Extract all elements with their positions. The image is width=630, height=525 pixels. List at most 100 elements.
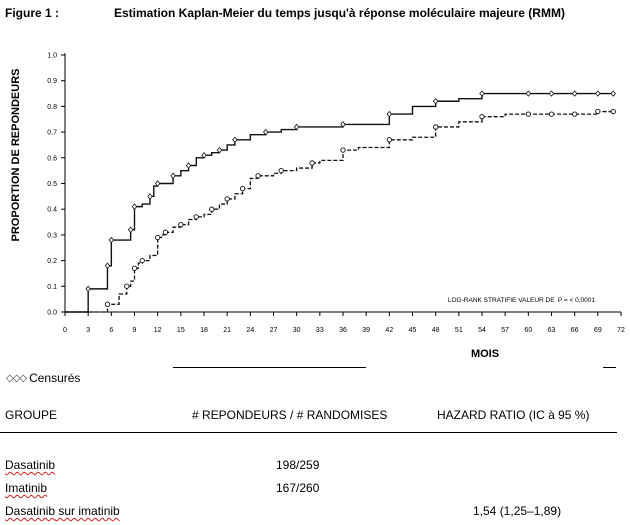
censor-marker [255,173,261,179]
censor-marker [85,285,91,293]
divider-rule [173,367,366,368]
censor-marker [293,123,300,131]
censor-marker [104,301,111,307]
series-dashed-line [65,110,614,313]
table-row-comparison-group: Dasatinib sur imatinib [5,504,120,518]
y-tick-label: 1.0 [47,53,57,60]
y-axis-label-wrap: PROPORTION DE REPONDEURS [8,30,24,280]
censor-marker [479,114,485,120]
censor-marker [131,203,138,210]
x-tick-label: 72 [617,327,625,334]
table-header-group: GROUPE [5,408,58,422]
x-tick-label: 18 [200,327,208,334]
x-tick-label: 45 [409,327,417,334]
table-row-imatinib-responders: 167/260 [276,481,320,495]
y-tick-label: 0.9 [47,78,57,85]
censor-marker [263,128,269,136]
censor-marker [185,162,192,169]
censor-marker [278,167,284,174]
censor-marker [170,172,176,180]
y-tick-label: 0.1 [47,284,57,291]
y-tick-label: 0.8 [47,104,57,111]
x-tick-label: 24 [246,327,254,334]
x-tick-label: 3 [86,327,90,334]
x-tick-label: 51 [455,327,463,334]
censor-marker [127,226,134,233]
censored-legend-label: Censurés [29,371,81,385]
censor-marker [232,136,238,144]
censor-marker [155,234,161,241]
x-tick-label: 12 [154,327,162,334]
x-tick-label: 15 [177,327,185,334]
table-header-responders: # REPONDEURS / # RANDOMISES [192,408,388,422]
x-tick-label: 42 [385,327,393,334]
x-tick-label: 69 [594,327,602,334]
table-header-hazard-ratio: HAZARD RATIO (IC à 95 %) [437,408,590,422]
x-tick-label: 9 [133,327,137,334]
x-tick-label: 48 [432,327,440,334]
censor-marker [104,262,111,269]
censor-marker [340,147,346,153]
x-tick-label: 0 [63,327,67,334]
censor-marker [309,160,315,166]
censor-marker [548,111,555,117]
censor-marker [610,90,617,97]
y-tick-label: 0.6 [47,155,57,162]
censor-marker [340,121,346,128]
censored-legend: ◇◇◇ Censurés [6,371,80,385]
table-row-comparison-hazard-ratio: 1,54 (1,25–1,89) [473,504,562,518]
x-tick-label: 60 [524,327,532,334]
x-tick-label: 66 [571,327,579,334]
x-tick-label: 39 [362,327,370,334]
censor-marker [209,206,215,212]
censor-marker [239,185,246,192]
censor-marker [525,111,531,117]
censor-marker [131,265,138,271]
censor-marker [595,90,601,97]
censor-marker [178,221,184,228]
x-tick-label: 33 [316,327,324,334]
figure-label: Figure 1 : [5,6,60,20]
table-row-dasatinib-group: Dasatinib [5,458,56,472]
y-tick-label: 0.2 [47,258,57,265]
table-header-rule [0,432,617,433]
censor-marker [571,90,578,97]
y-axis-label: PROPORTION DE REPONDEURS [10,68,22,242]
table-row-dasatinib-responders: 198/259 [276,458,320,472]
x-tick-label: 54 [478,327,486,334]
x-tick-label: 63 [548,327,556,334]
x-tick-label: 57 [501,327,509,334]
censor-marker [386,110,393,118]
y-tick-label: 0.0 [47,310,57,317]
series-solid-line [65,92,614,313]
censor-marker [572,111,578,117]
censor-marker [433,124,439,130]
censor-marker [201,152,207,159]
censor-marker [139,257,145,264]
censor-marker [595,108,601,115]
y-tick-label: 0.3 [47,232,57,239]
x-tick-label: 27 [270,327,278,334]
censor-marker [154,180,161,187]
censor-marker [193,214,199,220]
censor-marker [386,137,392,143]
kaplan-meier-chart: 0.00.10.20.30.40.50.60.70.80.91.00 3 6 9 12 1… [47,53,625,361]
y-tick-label: 0.4 [47,207,57,214]
x-axis-label: MOIS [471,348,499,360]
log-rank-annotation: LOG-RANK STRATIFIE VALEUR DE P = < 0,0001 [448,297,595,304]
censor-marker [124,283,130,289]
divider-rule-short [603,367,616,368]
x-tick-label: 30 [293,327,301,334]
censor-marker [548,90,555,97]
table-row-imatinib-group: Imatinib [5,481,48,495]
censor-marker [162,229,169,235]
censor-marker [432,98,439,105]
x-tick-label: 36 [339,327,347,334]
y-tick-label: 0.5 [47,181,57,188]
censored-diamond-icon: ◇◇◇ [6,372,27,384]
censor-marker [610,108,616,115]
figure-caption: Estimation Kaplan-Meier du temps jusqu'à… [114,6,565,20]
censor-marker [147,193,153,200]
x-tick-label: 6 [109,327,113,334]
censor-marker [216,146,223,154]
